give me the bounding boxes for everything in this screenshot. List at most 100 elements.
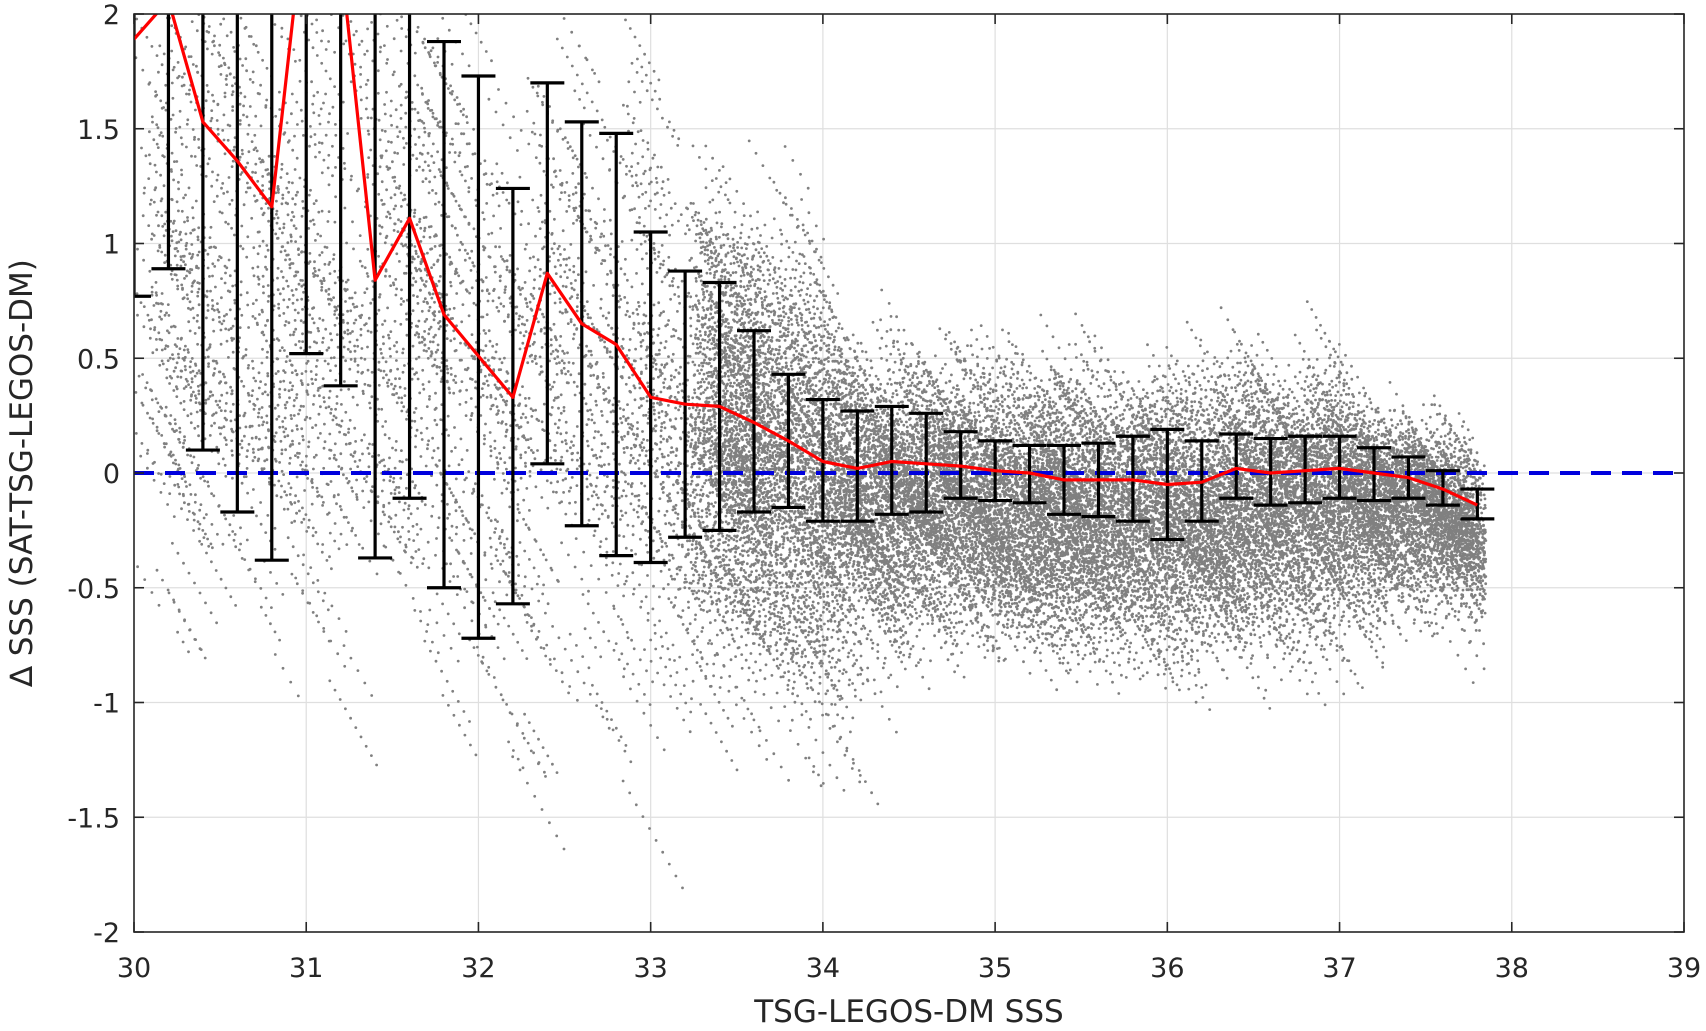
scatter-point (710, 541, 713, 544)
scatter-point (563, 352, 566, 355)
scatter-point (377, 533, 380, 536)
scatter-point (1006, 623, 1009, 626)
scatter-point (1426, 621, 1429, 624)
scatter-point (1311, 603, 1314, 606)
scatter-point (895, 315, 898, 318)
scatter-point (764, 624, 767, 627)
scatter-point (700, 223, 703, 226)
scatter-point (898, 467, 901, 470)
scatter-point (457, 274, 460, 277)
scatter-point (725, 515, 728, 518)
scatter-point (1039, 626, 1042, 629)
scatter-point (354, 291, 357, 294)
scatter-point (540, 468, 543, 471)
scatter-point (231, 165, 234, 168)
scatter-point (1099, 426, 1102, 429)
scatter-point (1126, 639, 1129, 642)
scatter-point (462, 491, 465, 494)
scatter-point (490, 563, 493, 566)
scatter-point (1483, 667, 1486, 670)
scatter-point (631, 571, 634, 574)
scatter-point (541, 313, 544, 316)
scatter-point (646, 551, 649, 554)
scatter-point (678, 656, 681, 659)
scatter-point (787, 316, 790, 319)
scatter-point (1002, 423, 1005, 426)
scatter-point (233, 146, 236, 149)
scatter-point (783, 671, 786, 674)
scatter-point (361, 304, 364, 307)
scatter-point (653, 304, 656, 307)
scatter-point (711, 491, 714, 494)
scatter-point (742, 586, 745, 589)
scatter-point (930, 376, 933, 379)
scatter-point (1263, 396, 1266, 399)
scatter-point (734, 555, 737, 558)
scatter-point (1056, 630, 1059, 633)
scatter-point (455, 478, 458, 481)
scatter-point (632, 525, 635, 528)
scatter-point (715, 212, 718, 215)
scatter-point (280, 168, 283, 171)
scatter-point (933, 402, 936, 405)
scatter-point (645, 595, 648, 598)
scatter-point (295, 194, 298, 197)
scatter-point (1059, 662, 1062, 665)
scatter-point (723, 477, 726, 480)
scatter-point (534, 357, 537, 360)
scatter-point (276, 210, 279, 213)
scatter-point (586, 313, 589, 316)
scatter-point (225, 78, 228, 81)
scatter-point (792, 687, 795, 690)
scatter-point (379, 46, 382, 49)
scatter-point (395, 359, 398, 362)
scatter-point (758, 615, 761, 618)
scatter-point (1115, 385, 1118, 388)
scatter-point (563, 410, 566, 413)
scatter-point (448, 465, 451, 468)
scatter-point (720, 222, 723, 225)
scatter-point (692, 680, 695, 683)
scatter-point (774, 408, 777, 411)
scatter-point (232, 90, 235, 93)
scatter-point (1109, 375, 1112, 378)
scatter-point (624, 19, 627, 22)
scatter-point (1367, 582, 1370, 585)
scatter-point (495, 343, 498, 346)
scatter-point (566, 276, 569, 279)
scatter-point (594, 251, 597, 254)
scatter-point (641, 283, 644, 286)
scatter-point (769, 380, 772, 383)
scatter-point (527, 446, 530, 449)
scatter-point (1330, 639, 1333, 642)
scatter-point (534, 409, 537, 412)
scatter-point (316, 233, 319, 236)
scatter-point (737, 576, 740, 579)
scatter-point (473, 302, 476, 305)
scatter-point (532, 297, 535, 300)
scatter-point (1481, 482, 1484, 485)
scatter-point (1293, 569, 1296, 572)
scatter-point (1262, 557, 1265, 560)
scatter-point (1333, 365, 1336, 368)
scatter-point (382, 336, 385, 339)
scatter-point (805, 710, 808, 713)
scatter-point (954, 396, 957, 399)
scatter-point (452, 494, 455, 497)
scatter-point (273, 155, 276, 158)
scatter-point (809, 718, 812, 721)
scatter-point (333, 454, 336, 457)
scatter-point (842, 594, 845, 597)
scatter-point (294, 494, 297, 497)
scatter-point (1022, 358, 1025, 361)
scatter-point (638, 499, 641, 502)
scatter-point (301, 468, 304, 471)
scatter-point (670, 446, 673, 449)
scatter-point (1454, 610, 1457, 613)
scatter-point (1454, 615, 1457, 618)
scatter-point (927, 554, 930, 557)
scatter-point (393, 37, 396, 40)
scatter-point (519, 331, 522, 334)
scatter-point (1026, 603, 1029, 606)
scatter-point (414, 108, 417, 111)
